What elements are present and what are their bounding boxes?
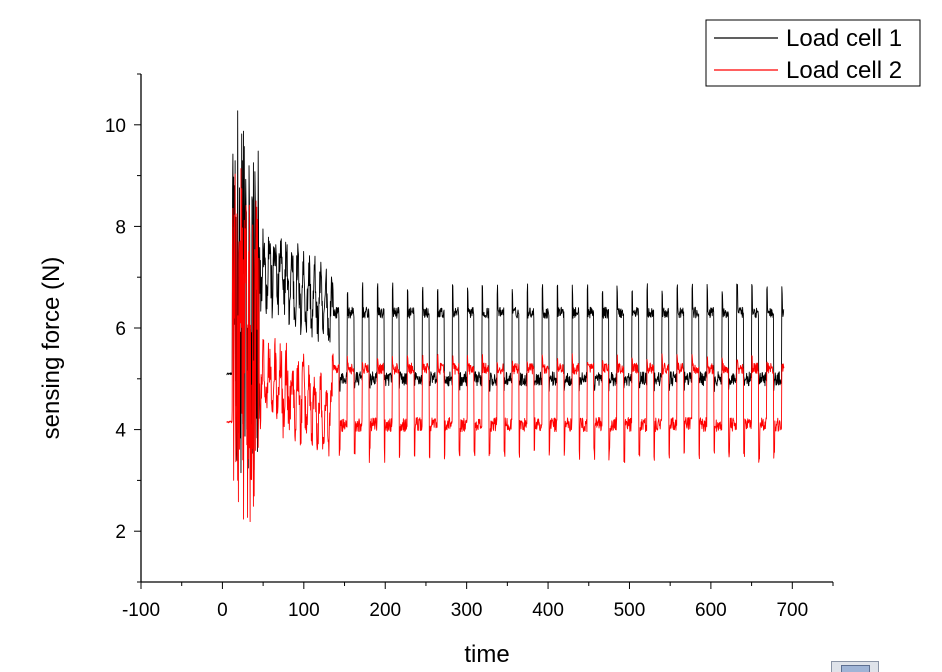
window-corner-widget[interactable] [831, 661, 879, 672]
x-tick-label: 700 [776, 600, 808, 621]
axis-labels: -100 0 100 200 300 400 500 600 700 2 4 6 8 10 time sens… [38, 116, 808, 668]
y-tick-label: 8 [115, 217, 126, 238]
legend-box [705, 19, 921, 87]
y-tick-label: 2 [115, 522, 126, 543]
x-tick-label: 600 [695, 600, 727, 621]
series-line-2 [226, 168, 785, 523]
legend-label-1: Load cell 1 [786, 25, 902, 52]
x-tick-label: -100 [122, 600, 160, 621]
x-axis-title: time [464, 641, 509, 668]
x-tick-label: 300 [451, 600, 483, 621]
y-tick-label: 4 [115, 421, 126, 442]
x-tick-label: 0 [217, 600, 228, 621]
legend-label-2: Load cell 2 [786, 57, 902, 84]
x-tick-label: 400 [532, 600, 564, 621]
y-tick-label: 10 [105, 116, 126, 137]
axes [134, 73, 834, 589]
series-layer [226, 110, 785, 523]
y-tick-label: 6 [115, 319, 126, 340]
legend: Load cell 1 Load cell 2 [705, 19, 921, 87]
x-tick-label: 500 [614, 600, 646, 621]
y-axis-title: sensing force (N) [38, 257, 65, 440]
window-corner-icon [841, 665, 870, 672]
x-tick-label: 200 [369, 600, 401, 621]
series-line-1 [226, 110, 785, 474]
x-tick-label: 100 [288, 600, 320, 621]
